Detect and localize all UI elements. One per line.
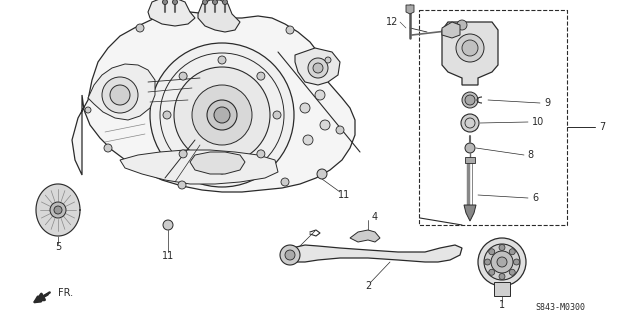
Polygon shape xyxy=(442,22,460,38)
Circle shape xyxy=(497,257,507,267)
Circle shape xyxy=(150,43,294,187)
Circle shape xyxy=(308,58,328,78)
Bar xyxy=(494,282,510,296)
Polygon shape xyxy=(295,48,340,85)
Circle shape xyxy=(509,249,515,255)
Circle shape xyxy=(179,150,187,158)
Polygon shape xyxy=(190,152,245,174)
Polygon shape xyxy=(464,205,476,221)
Circle shape xyxy=(286,26,294,34)
Circle shape xyxy=(462,92,478,108)
Circle shape xyxy=(214,107,230,123)
Text: 2: 2 xyxy=(365,281,371,291)
Circle shape xyxy=(489,269,495,275)
Circle shape xyxy=(163,0,168,4)
Polygon shape xyxy=(406,5,414,14)
Circle shape xyxy=(300,103,310,113)
Circle shape xyxy=(281,178,289,186)
Text: 7: 7 xyxy=(599,122,605,132)
Circle shape xyxy=(320,120,330,130)
Circle shape xyxy=(509,269,515,275)
Text: 11: 11 xyxy=(162,251,174,261)
Polygon shape xyxy=(442,22,498,85)
Text: 4: 4 xyxy=(372,212,378,222)
Circle shape xyxy=(457,20,467,30)
Text: 9: 9 xyxy=(544,98,550,108)
Circle shape xyxy=(163,111,171,119)
Text: S843-M0300: S843-M0300 xyxy=(535,303,585,312)
Circle shape xyxy=(273,111,281,119)
Text: 6: 6 xyxy=(532,193,538,203)
Text: 3: 3 xyxy=(288,245,294,255)
Circle shape xyxy=(178,181,186,189)
Text: 5: 5 xyxy=(55,242,61,252)
Circle shape xyxy=(102,77,138,113)
Circle shape xyxy=(110,85,130,105)
Circle shape xyxy=(491,251,513,273)
Circle shape xyxy=(499,244,505,251)
Circle shape xyxy=(85,107,91,113)
Circle shape xyxy=(513,259,520,265)
Circle shape xyxy=(465,95,475,105)
Circle shape xyxy=(462,40,478,56)
Text: 1: 1 xyxy=(499,300,505,310)
Polygon shape xyxy=(148,0,195,26)
Circle shape xyxy=(192,85,252,145)
Circle shape xyxy=(104,144,112,152)
Circle shape xyxy=(280,245,300,265)
Circle shape xyxy=(136,24,144,32)
Circle shape xyxy=(285,250,295,260)
Circle shape xyxy=(212,0,218,4)
Circle shape xyxy=(173,0,177,4)
Circle shape xyxy=(218,56,226,64)
Text: 8: 8 xyxy=(527,150,533,160)
Circle shape xyxy=(317,169,327,179)
Polygon shape xyxy=(350,230,380,242)
Polygon shape xyxy=(36,184,80,236)
Circle shape xyxy=(465,143,475,153)
Circle shape xyxy=(484,244,520,280)
Bar xyxy=(465,157,475,163)
Circle shape xyxy=(336,126,344,134)
Polygon shape xyxy=(285,245,462,262)
Circle shape xyxy=(499,274,505,279)
Polygon shape xyxy=(72,12,355,192)
Circle shape xyxy=(207,100,237,130)
Text: 12: 12 xyxy=(386,17,398,27)
Circle shape xyxy=(484,259,490,265)
Circle shape xyxy=(489,249,495,255)
Circle shape xyxy=(223,0,227,4)
Circle shape xyxy=(325,57,331,63)
Circle shape xyxy=(163,220,173,230)
Text: 11: 11 xyxy=(338,190,350,200)
Circle shape xyxy=(313,63,323,73)
Circle shape xyxy=(456,34,484,62)
Circle shape xyxy=(50,202,66,218)
Circle shape xyxy=(478,238,526,286)
Polygon shape xyxy=(120,150,278,184)
Circle shape xyxy=(257,150,265,158)
Circle shape xyxy=(218,166,226,174)
Circle shape xyxy=(174,67,270,163)
Circle shape xyxy=(202,0,207,4)
Circle shape xyxy=(303,135,313,145)
Circle shape xyxy=(257,72,265,80)
Circle shape xyxy=(54,206,62,214)
Polygon shape xyxy=(198,0,240,32)
Text: FR.: FR. xyxy=(58,288,73,298)
Text: 10: 10 xyxy=(532,117,544,127)
Circle shape xyxy=(179,72,187,80)
Bar xyxy=(419,10,567,225)
Polygon shape xyxy=(88,64,155,120)
Circle shape xyxy=(461,114,479,132)
Circle shape xyxy=(315,90,325,100)
